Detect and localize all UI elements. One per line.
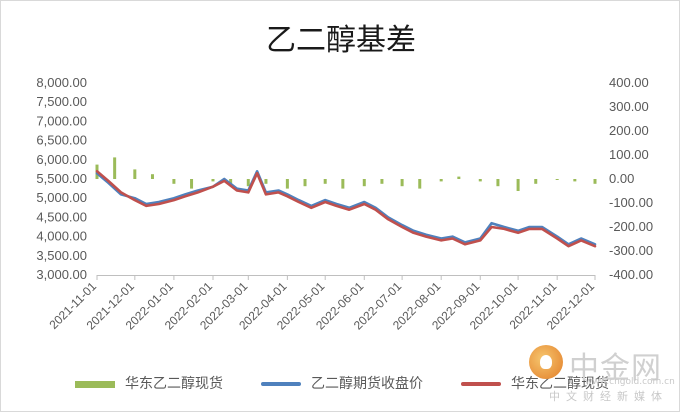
spot-bar bbox=[150, 174, 154, 179]
legend-swatch-futures-line bbox=[261, 382, 301, 386]
y-right-tick-label: 400.00 bbox=[609, 75, 649, 90]
spot-bar bbox=[264, 179, 268, 184]
y-left-tick-label: 6,500.00 bbox=[36, 133, 87, 148]
watermark-url: www.cngold.com.cn bbox=[585, 377, 675, 387]
y-left-tick-label: 4,500.00 bbox=[36, 209, 87, 224]
spot-bar bbox=[323, 179, 327, 184]
spot-bar bbox=[496, 179, 500, 187]
spot-bar bbox=[133, 169, 137, 179]
spot-bar bbox=[211, 179, 215, 182]
spot-bar bbox=[593, 179, 597, 184]
legend: 华东乙二醇现货 乙二醇期货收盘价 华东乙二醇现货 bbox=[75, 373, 635, 397]
watermark-logo: 中金网 www.cngold.com.cn 中文财经新媒体 bbox=[523, 341, 680, 403]
spot-bar bbox=[478, 179, 482, 182]
y-right-tick-label: -200.00 bbox=[609, 219, 653, 234]
spot-bar bbox=[113, 157, 117, 179]
y-right-tick-label: -100.00 bbox=[609, 195, 653, 210]
chart-title: 乙二醇基差 bbox=[266, 23, 416, 58]
y-right-tick-label: 0.00 bbox=[609, 171, 634, 186]
spot-bar bbox=[285, 179, 289, 189]
y-left-tick-label: 7,500.00 bbox=[36, 94, 87, 109]
y-right-tick-label: -300.00 bbox=[609, 243, 653, 258]
y-right-tick-label: 100.00 bbox=[609, 147, 649, 162]
y-left-tick-label: 6,000.00 bbox=[36, 152, 87, 167]
legend-swatch-spot-bar bbox=[75, 380, 115, 388]
spot-bar bbox=[172, 179, 176, 184]
spot-bar bbox=[516, 179, 520, 191]
spot-bar bbox=[362, 179, 366, 187]
spot-bar bbox=[303, 179, 307, 187]
legend-label-spot-line: 华东乙二醇现货 bbox=[511, 376, 609, 392]
spot-bar bbox=[555, 179, 559, 180]
spot-bar bbox=[246, 179, 250, 187]
spot-bar bbox=[400, 179, 404, 187]
y-left-tick-label: 3,000.00 bbox=[36, 267, 87, 282]
y-right-tick-label: -400.00 bbox=[609, 267, 653, 282]
legend-item-futures-line: 乙二醇期货收盘价 bbox=[261, 373, 423, 393]
y-left-tick-label: 3,500.00 bbox=[36, 248, 87, 263]
spot-bar bbox=[457, 176, 461, 179]
watermark-sub: 中文财经新媒体 bbox=[549, 390, 668, 403]
y-right-tick-label: 300.00 bbox=[609, 99, 649, 114]
spot-bar bbox=[341, 179, 345, 189]
legend-label-spot-bar: 华东乙二醇现货 bbox=[125, 376, 223, 392]
y-left-tick-label: 5,500.00 bbox=[36, 171, 87, 186]
legend-item-spot-bar: 华东乙二醇现货 bbox=[75, 373, 223, 393]
legend-item-spot-line: 华东乙二醇现货 bbox=[461, 373, 609, 393]
y-left-tick-label: 5,000.00 bbox=[36, 190, 87, 205]
spot-bar bbox=[380, 179, 384, 184]
y-left-tick-label: 4,000.00 bbox=[36, 229, 87, 244]
spot-bar bbox=[439, 179, 443, 182]
legend-swatch-spot-line bbox=[461, 382, 501, 386]
spot-bar bbox=[190, 179, 194, 189]
spot-bar bbox=[534, 179, 538, 184]
spot-bar bbox=[418, 179, 422, 189]
spot-bar bbox=[573, 179, 577, 182]
y-left-tick-label: 7,000.00 bbox=[36, 113, 87, 128]
cngold-logo-icon bbox=[529, 345, 563, 379]
futures-line bbox=[95, 170, 597, 246]
watermark-name: 中金网 bbox=[569, 351, 662, 386]
y-left-tick-label: 8,000.00 bbox=[36, 75, 87, 90]
spot-line bbox=[95, 170, 597, 248]
y-right-tick-label: 200.00 bbox=[609, 123, 649, 138]
legend-label-futures-line: 乙二醇期货收盘价 bbox=[311, 376, 423, 392]
